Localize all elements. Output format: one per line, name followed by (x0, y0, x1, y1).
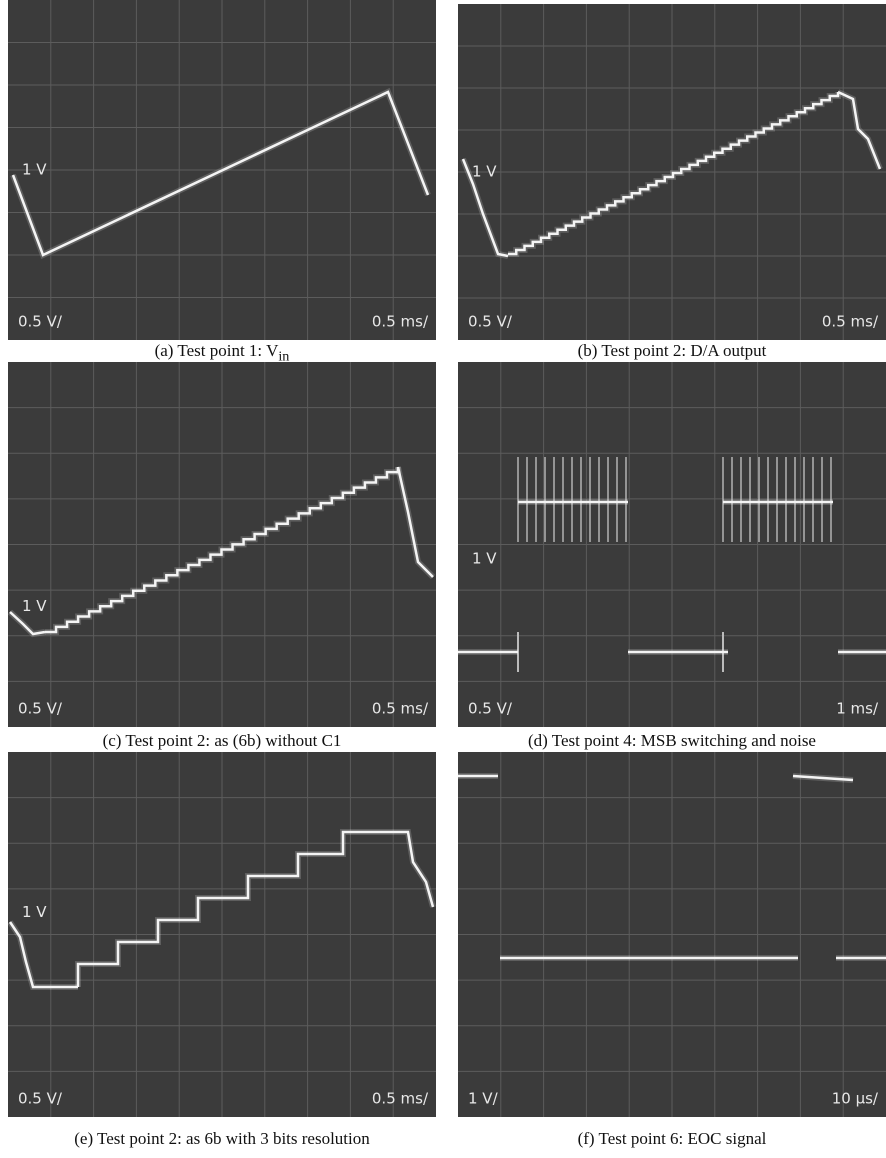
oscilloscope-screen: 1 V 0.5 V/0.5 ms/ (8, 752, 436, 1117)
volts-per-div: 0.5 V/ (18, 313, 63, 331)
trace (508, 92, 840, 256)
trace (396, 466, 434, 578)
caption-text: (c) Test point 2: as (6b) without C1 (102, 731, 342, 750)
caption: (c) Test point 2: as (6b) without C1 (8, 731, 436, 751)
oscilloscope-screen: 1 V 0.5 V/0.5 ms/ (8, 362, 436, 727)
caption: (b) Test point 2: D/A output (458, 341, 886, 361)
caption-subscript: in (278, 348, 290, 365)
volts-per-div: 0.5 V/ (468, 700, 513, 718)
trace (792, 774, 854, 782)
time-per-div: 1 ms/ (836, 700, 879, 718)
caption: (f) Test point 6: EOC signal (458, 1129, 886, 1149)
volts-per-div: 0.5 V/ (18, 1090, 63, 1108)
time-per-div: 0.5 ms/ (372, 313, 429, 331)
caption-text: (e) Test point 2: as 6b with 3 bits reso… (74, 1129, 370, 1148)
time-per-div: 10 μs/ (832, 1090, 879, 1108)
caption-text: (f) Test point 6: EOC signal (577, 1129, 767, 1148)
oscilloscope-screen: 1 V 0.5 V/1 ms/ (458, 362, 886, 727)
level-marker: 1 V (22, 161, 47, 179)
oscilloscope-screen: 1 V 0.5 V/0.5 ms/ (8, 0, 436, 340)
level-marker: 1 V (22, 597, 47, 615)
trace (461, 158, 509, 258)
level-marker: 1 V (22, 903, 47, 921)
trace (11, 90, 430, 257)
oscilloscope-screen: 1 V 0.5 V/0.5 ms/ (458, 4, 886, 340)
time-per-div: 0.5 ms/ (822, 313, 879, 331)
level-marker: 1 V (472, 550, 497, 568)
caption: (a) Test point 1: Vin (8, 341, 436, 365)
caption-text: (d) Test point 4: MSB switching and nois… (528, 731, 816, 750)
volts-per-div: 0.5 V/ (468, 313, 513, 331)
caption-text: (b) Test point 2: D/A output (577, 341, 767, 360)
time-per-div: 0.5 ms/ (372, 700, 429, 718)
level-marker: 1 V (472, 163, 497, 181)
trace (8, 921, 78, 989)
volts-per-div: 0.5 V/ (18, 700, 63, 718)
volts-per-div: 1 V/ (468, 1090, 499, 1108)
oscilloscope-screen: 1 V/10 μs/ (458, 752, 886, 1117)
trace (45, 467, 400, 634)
trace (76, 830, 435, 987)
caption: (d) Test point 4: MSB switching and nois… (458, 731, 886, 751)
trace (9, 611, 46, 636)
time-per-div: 0.5 ms/ (372, 1090, 429, 1108)
caption: (e) Test point 2: as 6b with 3 bits reso… (8, 1129, 436, 1149)
caption-text: (a) Test point 1: V (154, 341, 279, 360)
trace (837, 90, 882, 170)
